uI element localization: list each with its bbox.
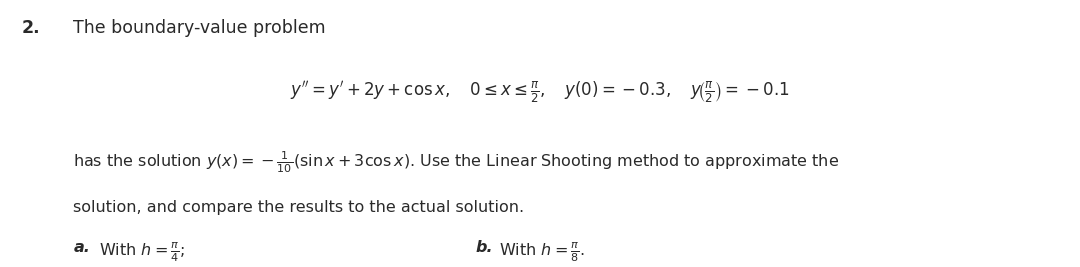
Text: b.: b. [475, 240, 492, 255]
Text: $y'' = y' + 2y + \cos x, \quad 0 \leq x \leq \frac{\pi}{2}, \quad y(0) = -0.3, \: $y'' = y' + 2y + \cos x, \quad 0 \leq x … [291, 80, 789, 105]
Text: has the solution $y(x) = -\frac{1}{10}(\sin x + 3\cos x)$. Use the Linear Shooti: has the solution $y(x) = -\frac{1}{10}(\… [73, 150, 839, 175]
Text: The boundary-value problem: The boundary-value problem [73, 19, 326, 37]
Text: With $h = \frac{\pi}{8}.$: With $h = \frac{\pi}{8}.$ [499, 240, 585, 264]
Text: 2.: 2. [22, 19, 40, 37]
Text: solution, and compare the results to the actual solution.: solution, and compare the results to the… [73, 200, 525, 215]
Text: With $h = \frac{\pi}{4};$: With $h = \frac{\pi}{4};$ [99, 240, 186, 264]
Text: a.: a. [73, 240, 91, 255]
